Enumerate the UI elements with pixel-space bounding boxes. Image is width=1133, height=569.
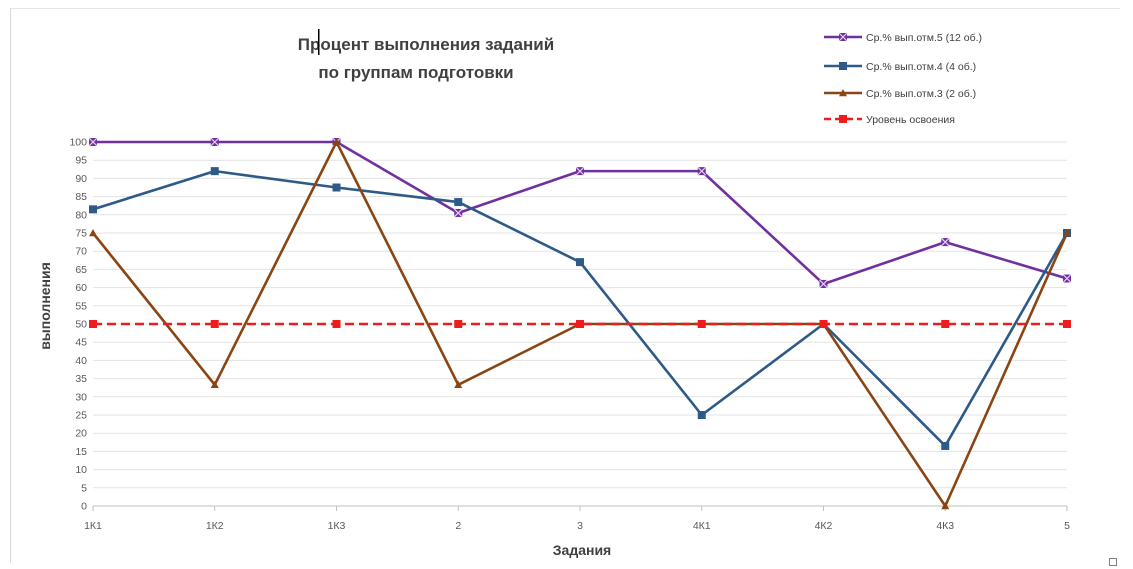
legend-marker — [839, 62, 847, 70]
data-point — [454, 380, 463, 388]
legend-marker — [838, 32, 848, 42]
y-tick-label: 70 — [75, 246, 87, 258]
x-tick-label: 4К1 — [693, 520, 711, 532]
data-point — [697, 320, 706, 328]
x-tick-label: 2 — [455, 520, 461, 532]
data-point — [89, 320, 97, 328]
data-point — [210, 137, 220, 147]
y-tick-label: 15 — [75, 446, 87, 458]
y-tick-label: 20 — [75, 428, 87, 440]
data-point — [941, 441, 950, 450]
data-point — [210, 380, 219, 388]
y-axis-label: выполнения — [37, 262, 53, 350]
data-point — [210, 167, 219, 176]
data-point — [1062, 274, 1072, 283]
legend-item: Ср.% вып.отм.4 (4 об.) — [824, 61, 976, 73]
marker-cross — [697, 166, 707, 176]
data-point — [88, 137, 98, 147]
y-tick-label: 80 — [75, 209, 87, 221]
y-tick-label: 25 — [75, 410, 87, 422]
legend-item: Ср.% вып.отм.3 (2 об.) — [824, 88, 976, 100]
data-point — [332, 138, 341, 146]
chart-title-line-1: Процент выполнения заданий — [298, 35, 554, 54]
y-tick-label: 35 — [75, 373, 87, 385]
x-tick-label: 4К2 — [815, 520, 833, 532]
legend: Ср.% вып.отм.5 (12 об.) Ср.% вып.отм.4 (4… — [824, 32, 982, 126]
marker-cross — [1062, 274, 1072, 283]
legend-item: Уровень освоения — [824, 114, 955, 126]
x-tick-label: 1К1 — [84, 520, 102, 532]
x-axis-label: Задания — [553, 542, 611, 558]
y-tick-label: 0 — [81, 501, 87, 513]
legend-label: Ср.% вып.отм.5 (12 об.) — [866, 32, 982, 44]
x-tick-label: 5 — [1064, 520, 1070, 532]
y-tick-label: 5 — [81, 482, 87, 494]
y-tick-label: 85 — [75, 191, 87, 203]
marker-cross — [88, 137, 98, 147]
chart-title-line-2: по группам подготовки — [318, 63, 513, 82]
data-point — [89, 229, 97, 237]
y-tick-label: 90 — [75, 173, 87, 185]
data-point — [941, 320, 950, 328]
data-point — [697, 166, 707, 176]
y-tick-label: 10 — [75, 464, 87, 476]
x-tick-label: 1К2 — [206, 520, 224, 532]
resize-handle[interactable] — [1109, 558, 1117, 566]
x-tick-label: 4К3 — [936, 520, 954, 532]
data-point — [210, 320, 219, 328]
y-tick-label: 65 — [75, 264, 87, 276]
text-cursor — [318, 29, 320, 55]
data-point — [575, 166, 585, 176]
data-point — [940, 237, 950, 247]
series-line-2 — [92, 169, 1069, 448]
data-point — [332, 183, 341, 192]
axes: 0510152025303540455055606570758085909510… — [69, 137, 1070, 533]
data-point — [819, 320, 828, 328]
x-tick-label: 3 — [577, 520, 583, 532]
y-tick-label: 50 — [75, 319, 87, 331]
x-tick-label: 1К3 — [328, 520, 346, 532]
marker-cross — [838, 32, 848, 42]
series-markers — [88, 137, 1072, 510]
legend-label: Ср.% вып.отм.4 (4 об.) — [866, 61, 976, 73]
y-tick-label: 60 — [75, 282, 87, 294]
y-tick-label: 100 — [69, 137, 87, 149]
data-point — [332, 320, 341, 328]
data-point — [941, 502, 950, 510]
legend-item: Ср.% вып.отм.5 (12 об.) — [824, 32, 982, 44]
data-point — [454, 320, 463, 328]
data-point — [454, 198, 463, 207]
marker-cross — [575, 166, 585, 176]
marker-cross — [210, 137, 220, 147]
data-point — [1063, 320, 1071, 328]
data-point — [576, 320, 584, 328]
chart-frame — [10, 8, 1120, 563]
data-point — [1063, 229, 1071, 237]
legend-label: Ср.% вып.отм.3 (2 об.) — [866, 88, 976, 100]
y-tick-label: 45 — [75, 337, 87, 349]
y-tick-label: 75 — [75, 228, 87, 240]
marker-cross — [940, 237, 950, 247]
y-tick-label: 40 — [75, 355, 87, 367]
legend-label: Уровень освоения — [866, 114, 955, 126]
legend-marker — [839, 89, 847, 97]
data-point — [697, 411, 706, 419]
y-tick-label: 55 — [75, 300, 87, 312]
y-tick-label: 95 — [75, 155, 87, 167]
legend-marker — [839, 115, 847, 123]
data-point — [819, 279, 828, 289]
data-point — [576, 258, 584, 267]
marker-cross — [819, 279, 828, 289]
marker-cross — [453, 208, 463, 218]
y-tick-label: 30 — [75, 391, 87, 403]
data-point — [453, 208, 463, 218]
data-point — [89, 205, 97, 214]
